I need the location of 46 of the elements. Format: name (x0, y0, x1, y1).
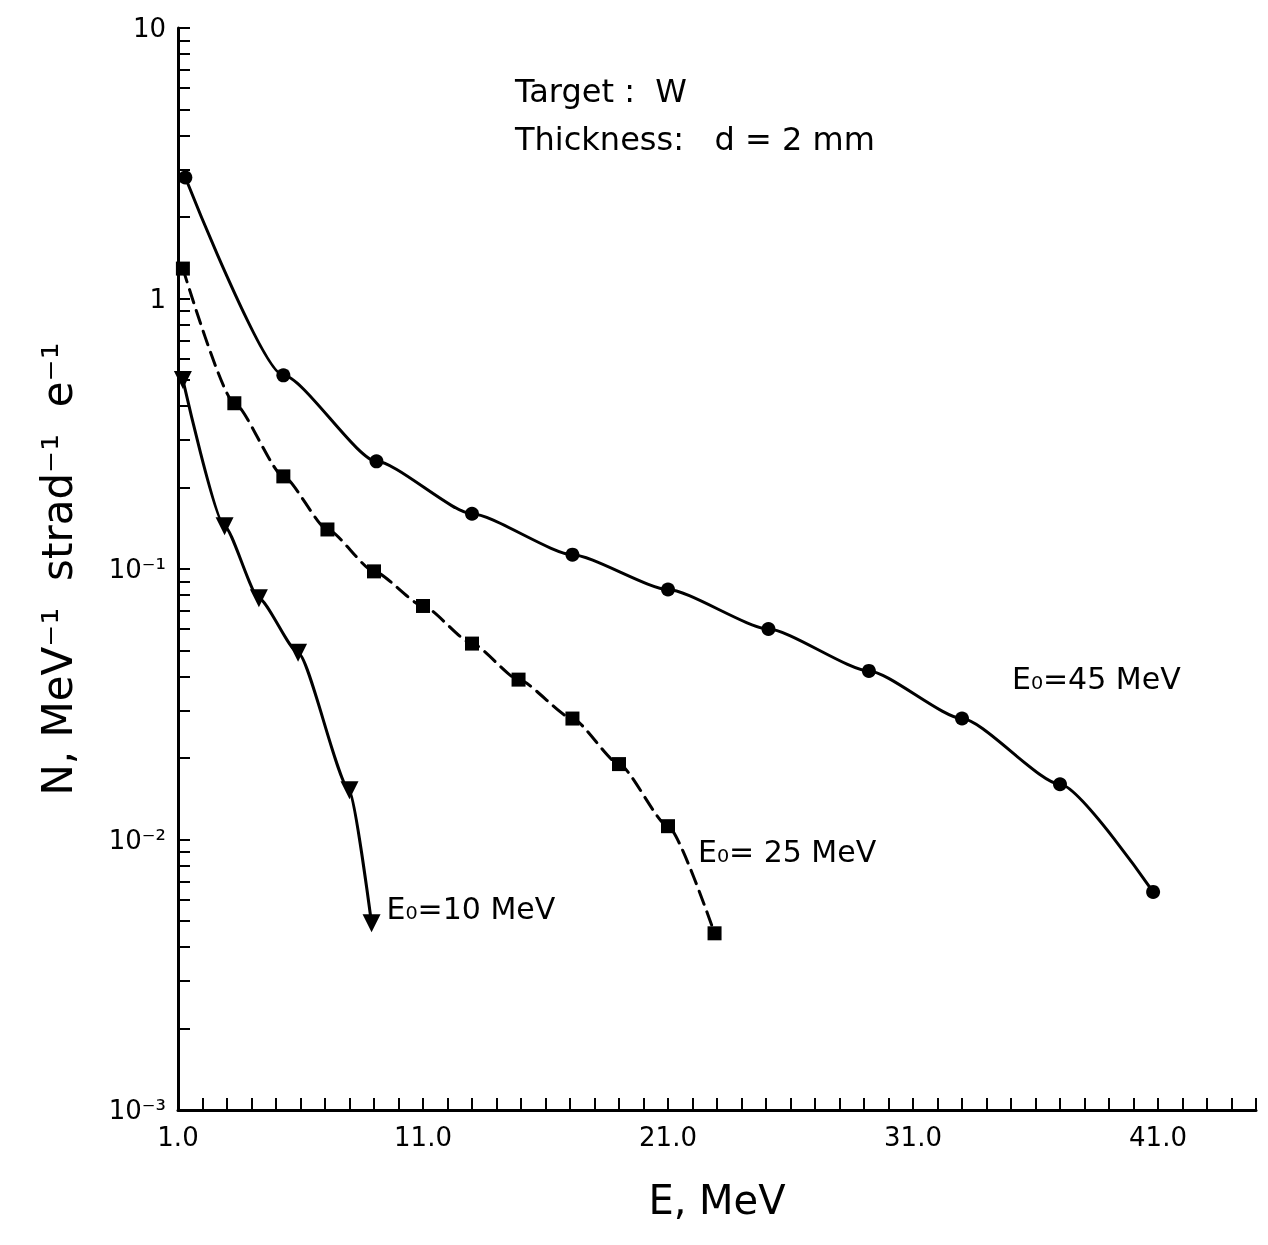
point (1053, 777, 1067, 792)
point (1146, 884, 1161, 899)
point (175, 261, 190, 276)
x-tick-label: 1.0 (157, 1122, 199, 1152)
annotation: Thickness: d = 2 mm (514, 120, 875, 158)
annotation: Target : W (514, 72, 687, 110)
point (612, 757, 626, 772)
x-tick-label: 11.0 (394, 1122, 452, 1152)
point (565, 711, 580, 726)
x-tick-label: 21.0 (639, 1122, 697, 1152)
point (289, 643, 308, 662)
point (362, 914, 381, 933)
point (861, 663, 876, 678)
series-label: E₀=10 MeV (386, 890, 556, 926)
x-axis-title: E, MeV (648, 1177, 787, 1223)
point (761, 622, 776, 637)
y-tick-label: 10 (132, 13, 166, 43)
point (173, 370, 192, 389)
x-tick-label: 41.0 (1129, 1122, 1187, 1152)
series-label: E₀= 25 MeV (698, 833, 877, 869)
x-tick-label: 31.0 (884, 1122, 942, 1152)
point (465, 636, 479, 651)
point (465, 506, 479, 521)
point (215, 517, 234, 536)
y-tick-label: 10⁻² (108, 824, 166, 855)
point (511, 672, 526, 687)
point (707, 926, 722, 941)
point (227, 396, 242, 411)
point (340, 781, 359, 800)
y-tick-label: 10⁻¹ (108, 554, 166, 584)
point (565, 547, 580, 562)
point (178, 170, 193, 185)
point (320, 522, 335, 537)
y-tick-label: 10⁻³ (108, 1095, 166, 1125)
point (661, 582, 675, 597)
point (955, 711, 969, 726)
series-label: E₀=45 MeV (1012, 661, 1182, 697)
point (369, 454, 384, 469)
point (661, 819, 675, 834)
point (416, 598, 430, 613)
point (276, 368, 291, 383)
point (276, 469, 291, 484)
point (249, 589, 268, 608)
y-axis-title: N, MeV⁻¹ strad⁻¹ e⁻¹ (32, 342, 82, 796)
y-tick-label: 1 (149, 283, 166, 314)
point (367, 564, 381, 579)
